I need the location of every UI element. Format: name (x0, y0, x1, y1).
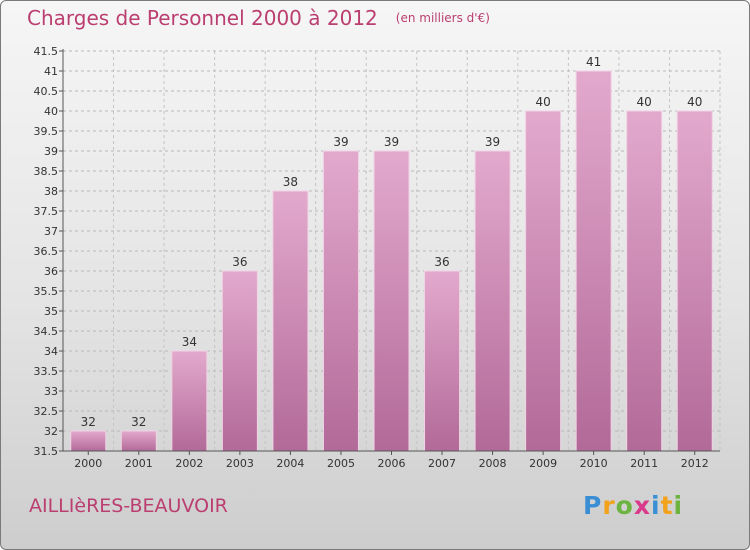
value-label: 32 (131, 415, 146, 429)
y-tick-label: 38.5 (34, 165, 59, 178)
value-label: 40 (637, 95, 652, 109)
logo-letter: r (602, 491, 616, 520)
x-tick-label: 2003 (226, 457, 254, 470)
title-row: Charges de Personnel 2000 à 2012 (en mill… (27, 6, 490, 30)
y-tick-label: 41.5 (34, 45, 59, 58)
y-tick-label: 41 (44, 65, 58, 78)
bar (626, 110, 663, 452)
commune-name: AILLIèRES-BEAUVOIR (29, 495, 228, 517)
y-tick-label: 32 (44, 425, 58, 438)
y-tick-label: 37.5 (34, 205, 59, 218)
x-axis-ticks: 2000 2001 2002 2003 2004 2005 2006 2007 2008 2009… (74, 457, 708, 470)
value-label: 41 (586, 55, 601, 69)
x-tick-label: 2005 (327, 457, 355, 470)
y-tick-label: 39.5 (34, 125, 59, 138)
bar (70, 430, 107, 452)
bar (474, 150, 511, 452)
bar (676, 110, 713, 452)
y-tick-label: 34.5 (34, 325, 59, 338)
logo-letter: i (673, 491, 684, 520)
chart-subtitle: (en milliers d'€) (395, 11, 490, 25)
bar (272, 190, 309, 452)
x-tick-label: 2004 (276, 457, 304, 470)
value-label: 36 (232, 255, 247, 269)
y-tick-label: 36.5 (34, 245, 59, 258)
y-tick-label: 36 (44, 265, 58, 278)
x-tick-label: 2002 (175, 457, 203, 470)
bar (575, 70, 612, 452)
bar (221, 270, 258, 452)
y-tick-label: 40 (44, 105, 58, 118)
y-tick-label: 33 (44, 385, 58, 398)
x-tick-label: 2000 (74, 457, 102, 470)
logo-letter: t (660, 491, 674, 520)
x-tick-label: 2006 (378, 457, 406, 470)
bar (424, 270, 461, 452)
proxiti-logo: Proxiti (583, 491, 683, 520)
y-tick-label: 39 (44, 145, 58, 158)
bar (322, 150, 359, 452)
value-label: 39 (485, 135, 500, 149)
x-tick-label: 2008 (479, 457, 507, 470)
y-tick-label: 35 (44, 305, 58, 318)
y-tick-label: 33.5 (34, 365, 59, 378)
y-axis-ticks: 31.5 32 32.5 33 33.5 34 34.5 35 35.5 36 36.5 37 37.5… (34, 45, 59, 458)
bars (70, 70, 713, 452)
logo-letter: x (633, 491, 651, 520)
y-tick-label: 37 (44, 225, 58, 238)
value-label: 39 (384, 135, 399, 149)
value-label: 36 (434, 255, 449, 269)
bar (373, 150, 410, 452)
logo-letter: P (583, 491, 603, 520)
y-tick-label: 40.5 (34, 85, 59, 98)
value-label: 38 (283, 175, 298, 189)
value-label: 40 (687, 95, 702, 109)
value-label: 39 (333, 135, 348, 149)
bar (120, 430, 157, 452)
y-tick-label: 34 (44, 345, 58, 358)
x-tick-label: 2010 (580, 457, 608, 470)
bar (171, 350, 208, 452)
y-tick-label: 31.5 (34, 445, 59, 458)
value-label: 32 (81, 415, 96, 429)
value-label: 34 (182, 335, 197, 349)
y-tick-label: 38 (44, 185, 58, 198)
value-labels: 32 32 34 36 38 39 39 36 39 40 41 40 40 (81, 55, 703, 429)
logo-letter: i (651, 491, 661, 520)
logo-letter: o (615, 491, 634, 520)
x-tick-label: 2012 (681, 457, 709, 470)
x-tick-label: 2001 (125, 457, 153, 470)
value-label: 40 (535, 95, 550, 109)
y-tick-label: 35.5 (34, 285, 59, 298)
chart-title: Charges de Personnel 2000 à 2012 (27, 6, 378, 30)
axes (59, 49, 720, 455)
y-tick-label: 32.5 (34, 405, 59, 418)
x-tick-label: 2007 (428, 457, 456, 470)
x-tick-label: 2011 (630, 457, 658, 470)
bar (525, 110, 562, 452)
x-tick-label: 2009 (529, 457, 557, 470)
